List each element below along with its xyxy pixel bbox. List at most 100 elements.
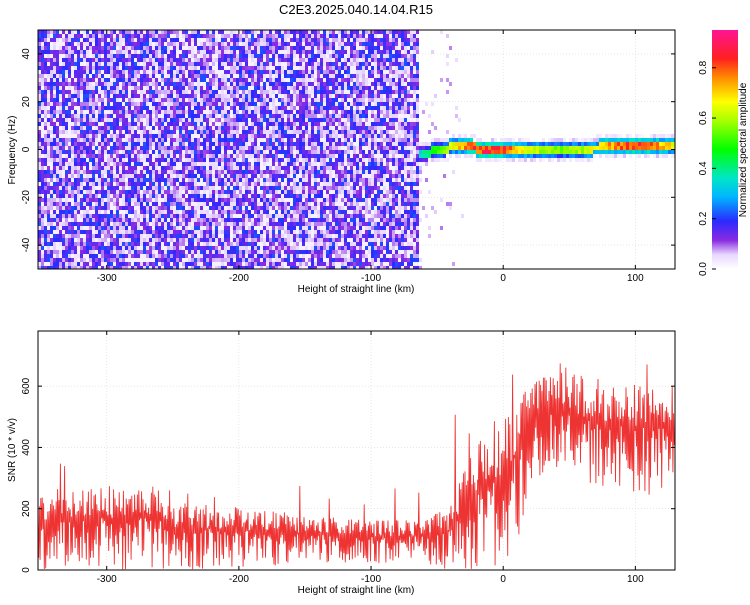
spectrogram-cell [233, 250, 236, 254]
spectrogram-cell [62, 110, 65, 114]
spectrogram-cell [53, 210, 56, 214]
spectrogram-cell [131, 226, 134, 230]
spectrogram-cell [41, 206, 44, 210]
spectrogram-cell [116, 70, 119, 74]
spectrogram-cell [224, 102, 227, 106]
spectrogram-cell [119, 114, 122, 118]
spectrogram-cell [74, 78, 77, 82]
spectrogram-cell [128, 230, 131, 234]
spectrogram-cell [272, 178, 275, 182]
spectrogram-cell [191, 218, 194, 222]
spectrogram-cell [236, 82, 239, 86]
spectrogram-cell [137, 182, 140, 186]
spectrogram-cell [155, 242, 158, 246]
spectrogram-cell [89, 222, 92, 226]
spectrogram-cell [269, 234, 272, 238]
spectrogram-cell [254, 50, 257, 54]
spectrogram-cell [119, 230, 122, 234]
spectrogram-cell [179, 50, 182, 54]
spectrogram-cell [212, 242, 215, 246]
spectrogram-cell [116, 206, 119, 210]
spectrogram-cell [206, 246, 209, 250]
spectrogram-cell [209, 146, 212, 150]
spectrogram-cell [101, 110, 104, 114]
spectrogram-cell [176, 110, 179, 114]
spectrogram-cell [134, 218, 137, 222]
spectrogram-cell [218, 254, 221, 258]
spectrogram-cell [260, 162, 263, 166]
spectrogram-cell [143, 174, 146, 178]
spectrogram-cell [167, 30, 170, 34]
spectrogram-cell [281, 218, 284, 222]
spectrogram-cell [68, 154, 71, 158]
spectrogram-cell [137, 134, 140, 138]
spectrogram-cell [167, 202, 170, 206]
spectrogram-cell [209, 98, 212, 102]
spectrogram-cell [161, 166, 164, 170]
spectrogram-cell [89, 230, 92, 234]
spectrogram-cell [209, 122, 212, 126]
spectrogram-cell [68, 130, 71, 134]
spectrogram-cell [134, 106, 137, 110]
spectrogram-cell [140, 78, 143, 82]
spectrogram-cell [134, 118, 137, 122]
spectrogram-cell [275, 54, 278, 58]
spectrogram-cell [254, 42, 257, 46]
spectrogram-cell [128, 42, 131, 46]
spectrogram-cell [77, 50, 80, 54]
spectrogram-cell [245, 246, 248, 250]
spectrogram-cell [137, 62, 140, 66]
spectrogram-cell [194, 262, 197, 266]
spectrogram-cell [137, 154, 140, 158]
spectrogram-cell [203, 170, 206, 174]
spectrogram-cell [245, 254, 248, 258]
spectrogram-cell [164, 70, 167, 74]
spectrogram-cell [263, 102, 266, 106]
spectrogram-cell [215, 226, 218, 230]
spectrogram-cell [185, 182, 188, 186]
spectrogram-cell [188, 66, 191, 70]
spectrogram-cell [233, 66, 236, 70]
spectrogram-cell [113, 246, 116, 250]
spectrogram-cell [158, 238, 161, 242]
spectrogram-cell [89, 98, 92, 102]
spectrogram-cell [206, 254, 209, 258]
spectrogram-cell [197, 162, 200, 166]
spectrogram-cell [65, 34, 68, 38]
spectrogram-cell [197, 154, 200, 158]
spectrogram-cell [281, 234, 284, 238]
spectrogram-cell [65, 166, 68, 170]
spectrogram-cell [188, 214, 191, 218]
spectrogram-cell [251, 74, 254, 78]
spectrogram-cell [179, 70, 182, 74]
spectrogram-cell [212, 70, 215, 74]
spectrogram-cell [197, 166, 200, 170]
spectrogram-cell [185, 162, 188, 166]
spectrogram-cell [275, 214, 278, 218]
spectrogram-cell [119, 90, 122, 94]
spectrogram-cell [107, 138, 110, 142]
spectrogram-cell [281, 102, 284, 106]
spectrogram-cell [230, 158, 233, 162]
spectrogram-cell [191, 98, 194, 102]
spectrogram-cell [275, 234, 278, 238]
spectrogram-cell [251, 30, 254, 34]
spectrogram-cell [224, 130, 227, 134]
spectrogram-cell [122, 162, 125, 166]
spectrogram-cell [44, 66, 47, 70]
spectrogram-cell [80, 130, 83, 134]
spectrogram-cell [164, 170, 167, 174]
spectrogram-cell [122, 194, 125, 198]
spectrogram-cell [77, 170, 80, 174]
spectrogram-cell [44, 138, 47, 142]
spectrogram-cell [239, 162, 242, 166]
spectrogram-cell [92, 58, 95, 62]
spectrogram-cell [281, 258, 284, 262]
spectrogram-cell [155, 66, 158, 70]
spectrogram-cell [167, 62, 170, 66]
spectrogram-cell [152, 138, 155, 142]
spectrogram-cell [191, 46, 194, 50]
spectrogram-cell [236, 230, 239, 234]
spectrogram-cell [95, 66, 98, 70]
spectrogram-cell [266, 74, 269, 78]
